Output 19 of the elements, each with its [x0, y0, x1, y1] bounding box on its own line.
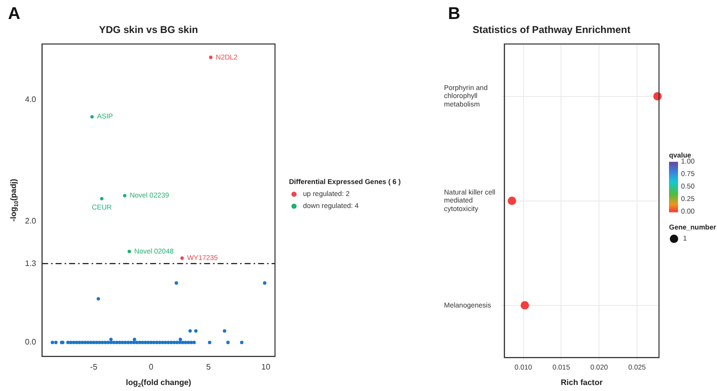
point [100, 196, 104, 200]
x-tick-label: 0 [148, 362, 154, 372]
y-tick-label: 2.0 [24, 216, 37, 226]
text: A [8, 4, 20, 24]
point [123, 194, 126, 198]
point [180, 256, 184, 260]
x-tick-label: -5 [90, 362, 98, 372]
point [209, 56, 212, 60]
chart-title: YDG skin vs BG skin [99, 24, 198, 36]
x-tick-label: 5 [206, 362, 212, 372]
text: B [448, 4, 460, 24]
point [90, 115, 94, 118]
y-tick-label: 0.0 [24, 338, 37, 347]
y-tick-label: 1.3 [24, 258, 37, 268]
point [128, 250, 132, 254]
x-axis-title: Rich factor [560, 378, 603, 388]
chart-title: Statistics of Pathway Enrichment [472, 24, 632, 36]
x-tick-label: 10 [261, 362, 271, 372]
y-tick-label: 4.0 [24, 95, 37, 104]
